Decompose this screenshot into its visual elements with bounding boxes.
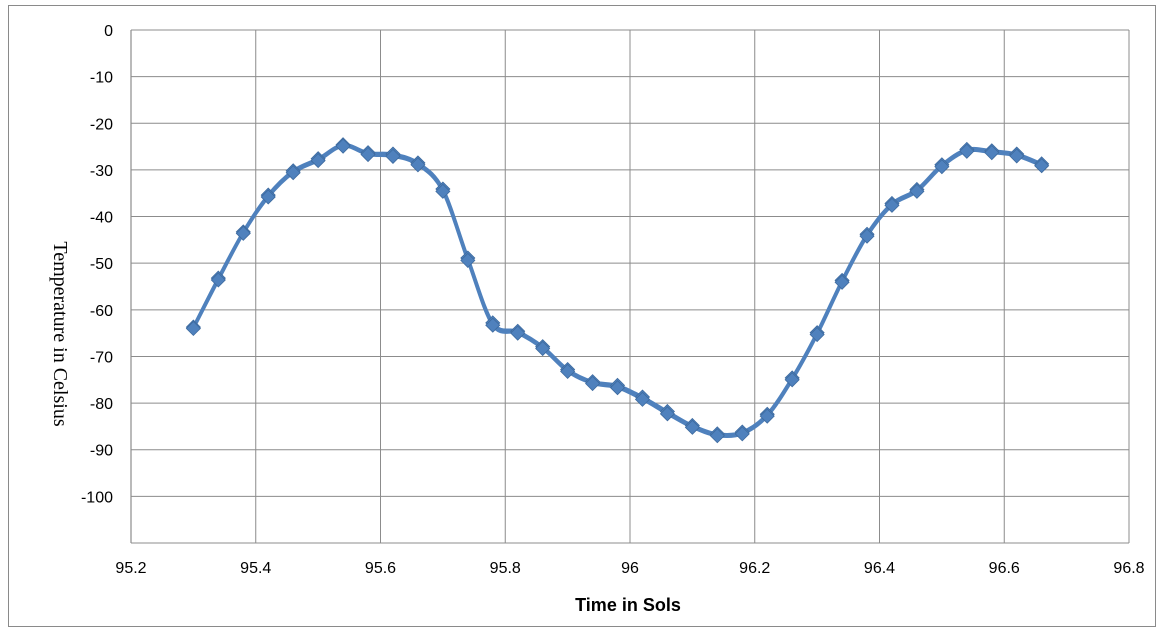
- data-point-marker: [385, 148, 401, 164]
- data-point-marker: [310, 153, 326, 169]
- y-tick-label: -80: [90, 396, 113, 413]
- data-point-marker: [410, 157, 426, 173]
- data-point-marker: [909, 183, 925, 199]
- data-point-marker: [634, 391, 651, 407]
- y-tick-label: -70: [90, 349, 113, 366]
- y-tick-label: -60: [90, 303, 113, 320]
- data-point-marker: [809, 326, 825, 343]
- data-point-marker: [585, 375, 601, 392]
- data-point-marker: [1009, 148, 1025, 164]
- data-markers: [185, 137, 1050, 444]
- y-axis-title: Temperature in Celsius: [49, 241, 71, 426]
- y-tick-label: -100: [81, 489, 113, 506]
- x-tick-label: 95.8: [490, 560, 521, 577]
- y-tick-label: -30: [90, 163, 113, 180]
- axes: [130, 30, 1129, 544]
- grid-lines: [130, 29, 1130, 543]
- data-point-marker: [535, 340, 551, 357]
- x-tick-label: 96: [621, 560, 639, 577]
- x-tick-label: 96.6: [989, 560, 1020, 577]
- x-tick-label: 96.4: [864, 560, 895, 577]
- data-point-marker: [285, 165, 301, 181]
- data-point-marker: [659, 406, 675, 422]
- data-point-marker: [485, 317, 501, 333]
- data-point-marker: [185, 320, 201, 337]
- data-point-marker: [984, 145, 1000, 161]
- data-point-marker: [460, 252, 476, 268]
- data-point-marker: [510, 325, 526, 341]
- data-point-marker: [759, 408, 775, 424]
- data-point-marker: [684, 419, 700, 435]
- data-point-marker: [834, 274, 850, 290]
- x-axis-title: Time in Sols: [575, 595, 681, 615]
- data-point-marker: [884, 197, 900, 213]
- y-tick-label: -20: [90, 116, 113, 133]
- data-point-marker: [609, 380, 626, 396]
- data-point-marker: [560, 363, 576, 379]
- data-point-marker: [235, 225, 251, 241]
- tick-labels: 95.2 95.4 95.6 95.8 96 96.2 96.4 96.6 96.8 0 -10 -2…: [81, 23, 1145, 577]
- data-point-marker: [934, 159, 950, 175]
- y-tick-label: -50: [90, 256, 113, 273]
- data-point-marker: [435, 183, 451, 199]
- data-point-marker: [709, 428, 725, 444]
- x-tick-label: 95.6: [365, 560, 396, 577]
- x-tick-label: 96.2: [739, 560, 770, 577]
- data-point-marker: [734, 426, 750, 442]
- data-point-marker: [784, 372, 800, 388]
- y-tick-label: -40: [90, 210, 113, 227]
- x-tick-label: 95.4: [240, 560, 271, 577]
- data-point-marker: [859, 228, 875, 244]
- data-point-marker: [360, 146, 376, 163]
- y-tick-label: -10: [90, 70, 113, 87]
- x-tick-label: 95.2: [115, 560, 146, 577]
- y-tick-label: -90: [90, 443, 113, 460]
- x-tick-label: 96.8: [1113, 560, 1144, 577]
- y-tick-label: 0: [104, 23, 113, 40]
- data-point-marker: [959, 143, 975, 159]
- data-point-marker: [260, 189, 276, 205]
- data-point-marker: [1034, 158, 1050, 174]
- data-point-marker: [335, 138, 351, 154]
- data-point-marker: [210, 272, 226, 288]
